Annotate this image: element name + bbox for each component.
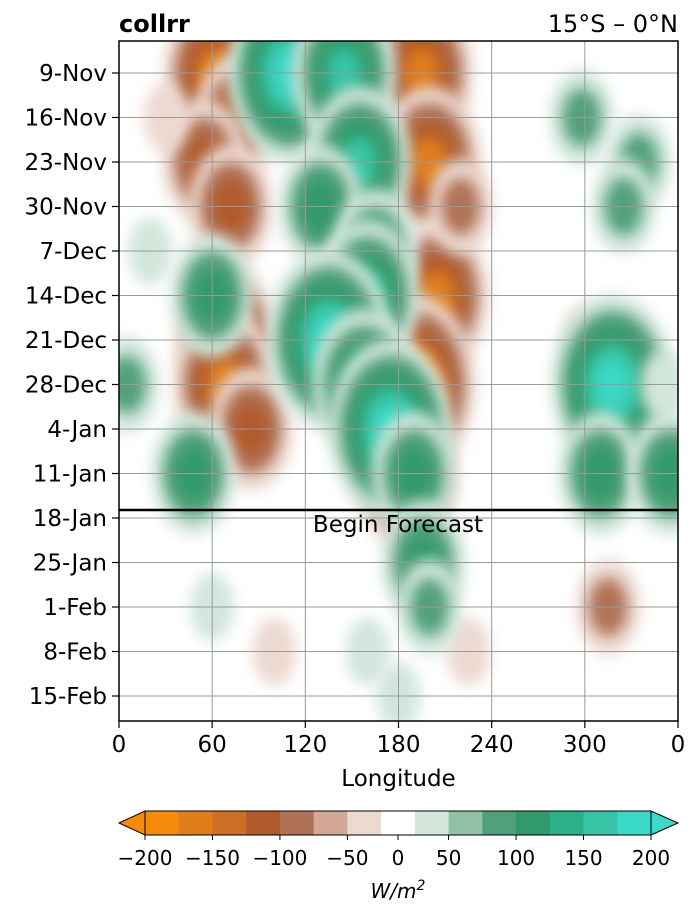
chart-title-left: collrr [119,10,190,38]
y-tick-label: 23-Nov [25,150,107,176]
colorbar-segment [381,811,416,835]
colorbar-segment [516,811,551,835]
x-tick-label: 240 [470,732,514,758]
x-tick-label: 180 [377,732,421,758]
colorbar-segment [617,811,652,835]
x-tick-label: 120 [283,732,327,758]
x-axis-ticks: 0 60 120 180 240 300 0 [112,721,686,758]
colorbar-segment [482,811,517,835]
y-axis-ticks: 9-Nov 16-Nov 23-Nov 30-Nov 7-Dec 14-Dec 21-Dec… [25,61,119,710]
y-tick-label: 21-Dec [25,328,107,354]
colorbar: −200 −150 −100 −50 0 50 100 150 200 [117,810,680,870]
colorbar-tick-label: 50 [436,846,461,870]
x-axis-label: Longitude [341,766,455,792]
y-tick-label: 14-Dec [25,284,107,310]
y-tick-label: 25-Jan [33,551,107,577]
forecast-marker: Begin Forecast [119,508,678,538]
colorbar-segment [448,811,483,835]
y-tick-label: 7-Dec [40,239,107,265]
colorbar-tick-label: −100 [252,846,307,870]
colorbar-segment [414,811,450,835]
y-tick-label: 28-Dec [25,373,107,399]
y-tick-label: 8-Feb [43,640,107,666]
y-tick-label: 11-Jan [33,462,107,488]
colorbar-segment [279,811,315,835]
colorbar-segment [246,811,281,835]
colorbar-segment [178,811,213,835]
colorbar-segment [212,811,247,835]
colorbar-tick-label: 0 [392,846,405,870]
colorbar-extend-over [650,810,680,836]
colorbar-segment [549,811,585,835]
chart-title-right: 15°S – 0°N [548,10,678,38]
x-tick-label: 0 [112,732,127,758]
colorbar-segment [313,811,348,835]
colorbar-tick-label: −50 [326,846,368,870]
y-tick-label: 9-Nov [39,61,107,87]
x-tick-label: 60 [198,732,227,758]
forecast-label: Begin Forecast [313,512,483,538]
colorbar-tick-label: 100 [497,846,535,870]
y-tick-label: 18-Jan [33,506,107,532]
y-tick-label: 1-Feb [43,595,107,621]
y-tick-label: 16-Nov [25,106,107,132]
y-tick-label: 30-Nov [25,195,107,221]
x-tick-label: 0 [671,732,686,758]
colorbar-label: W/m2 [371,878,426,903]
colorbar-tick-label: 200 [632,846,670,870]
y-tick-label: 15-Feb [29,684,107,710]
colorbar-tick-label: 150 [564,846,602,870]
colorbar-segment [347,811,382,835]
colorbar-tick-label: −150 [185,846,240,870]
colorbar-segment [583,811,618,835]
colorbar-segment [145,811,180,835]
colorbar-extend-under [117,810,146,836]
y-tick-label: 4-Jan [47,417,107,443]
x-tick-label: 300 [563,732,607,758]
colorbar-tick-label: −200 [118,846,173,870]
